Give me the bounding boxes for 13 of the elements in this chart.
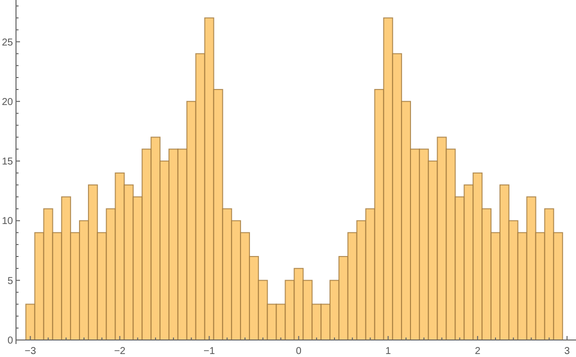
y-tick-label: 0 — [7, 336, 14, 346]
y-tick-label: 10 — [2, 216, 14, 228]
x-tick-label: −2 — [114, 346, 126, 357]
y-tick-label: 25 — [2, 37, 14, 48]
x-tick-label: 1 — [385, 346, 392, 357]
y-tick-label: 5 — [7, 276, 14, 287]
x-tick-label: 3 — [564, 346, 570, 357]
y-tick-label: 20 — [2, 96, 14, 108]
x-tick-label: 2 — [474, 346, 481, 357]
x-tick-label: −1 — [204, 346, 216, 357]
x-tick-label: 0 — [296, 346, 302, 357]
y-tick-label: 15 — [2, 156, 14, 168]
x-tick-label: −3 — [24, 346, 36, 357]
